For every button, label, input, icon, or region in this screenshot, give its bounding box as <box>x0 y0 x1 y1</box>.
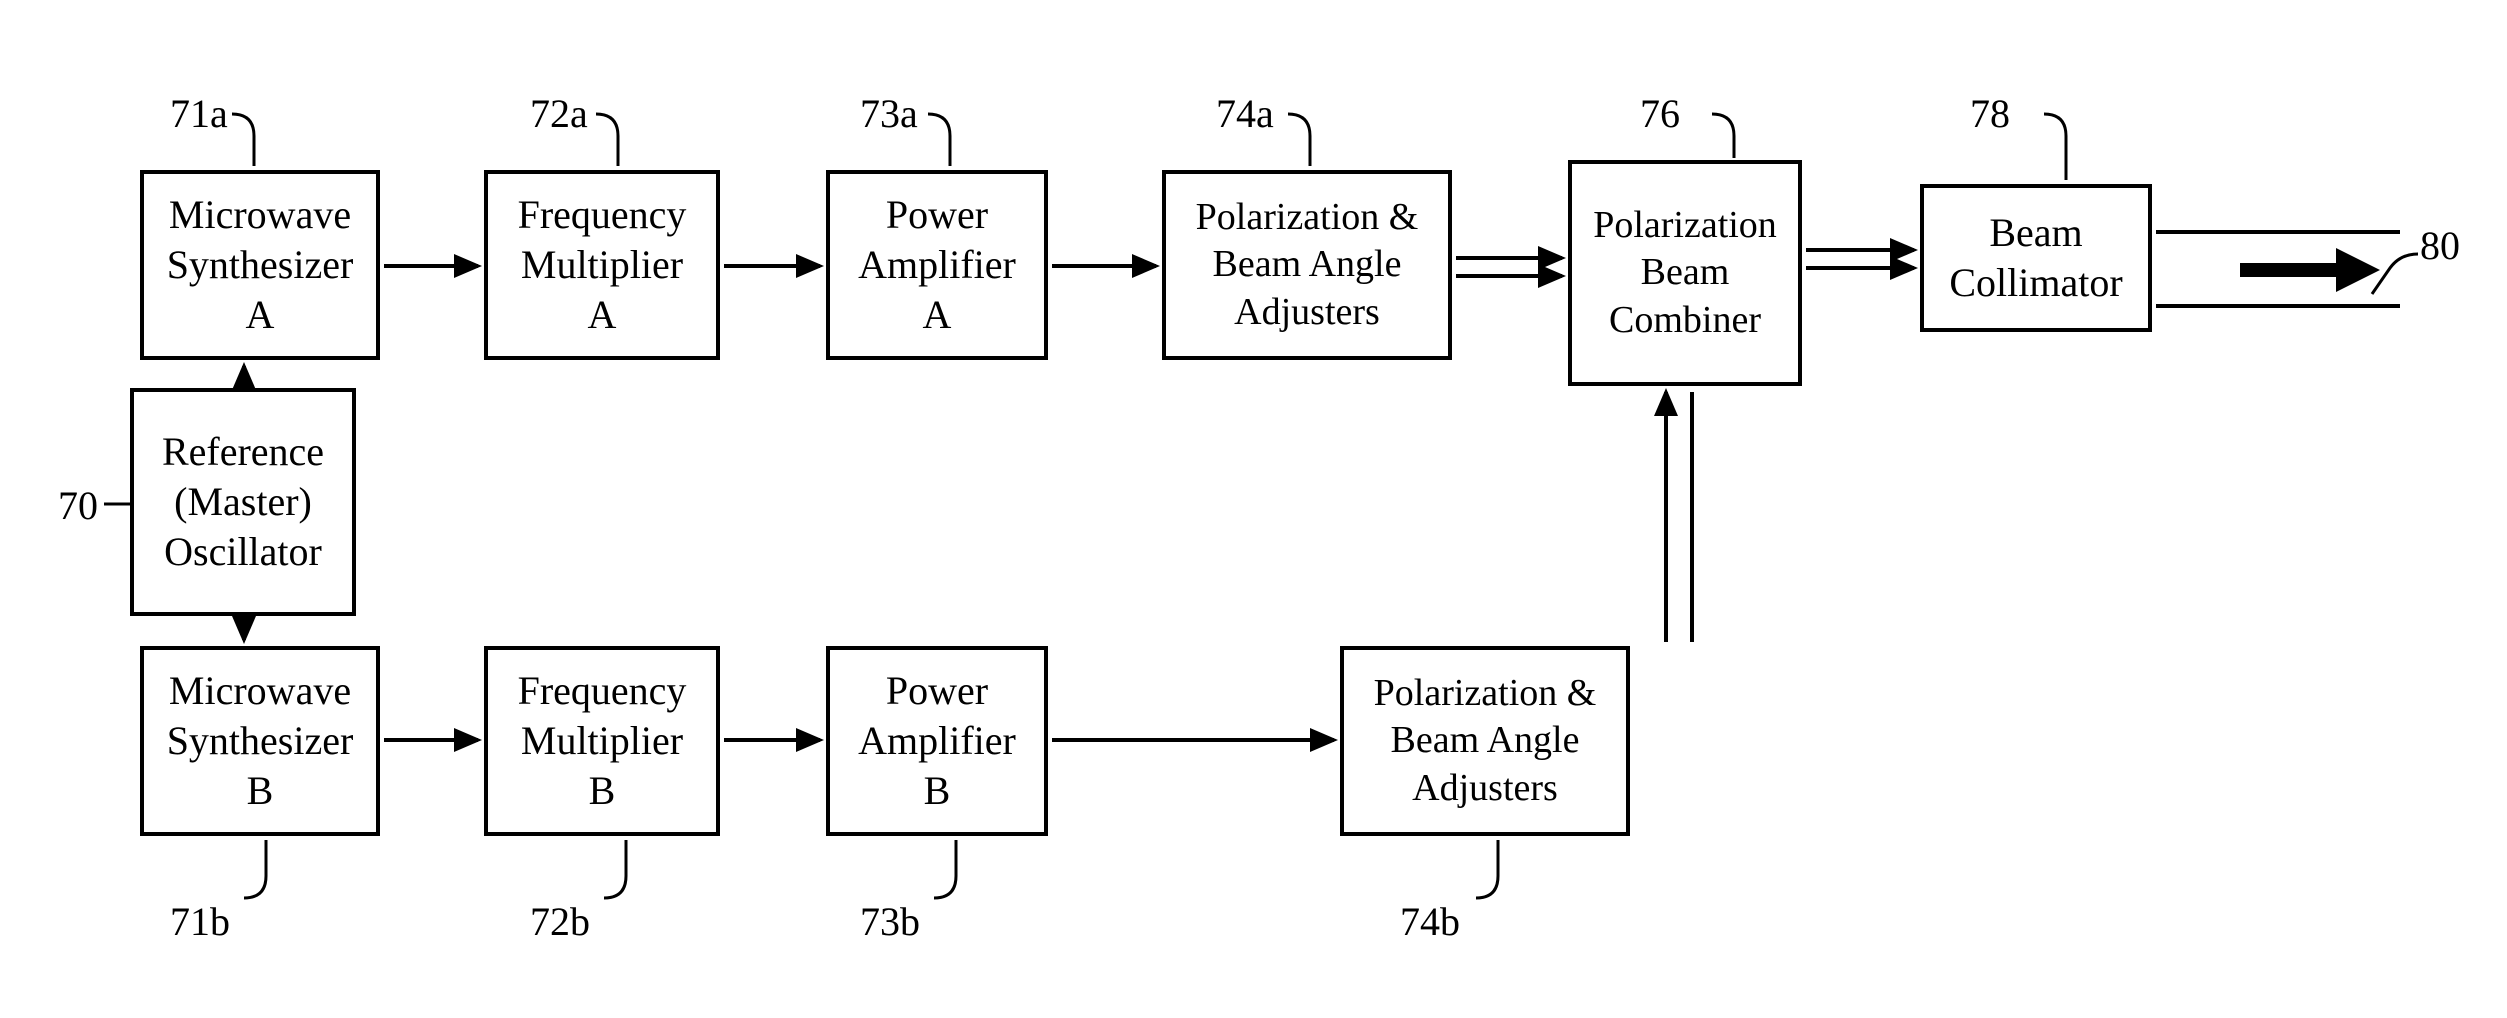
block-label: MicrowaveSynthesizerB <box>167 666 354 816</box>
ref-label-74a: 74a <box>1216 90 1274 137</box>
ref-label-71a: 71a <box>170 90 228 137</box>
block-polarization-b: Polarization &Beam AngleAdjusters <box>1340 646 1630 836</box>
block-amplifier-b: PowerAmplifierB <box>826 646 1048 836</box>
block-reference-oscillator: Reference(Master)Oscillator <box>130 388 356 616</box>
block-collimator: BeamCollimator <box>1920 184 2152 332</box>
ref-label-80: 80 <box>2420 222 2460 269</box>
block-multiplier-b: FrequencyMultiplierB <box>484 646 720 836</box>
ref-label-73b: 73b <box>860 898 920 945</box>
output-arrow-icon <box>2240 248 2380 292</box>
ref-label-76: 76 <box>1640 90 1680 137</box>
ref-label-72b: 72b <box>530 898 590 945</box>
block-label: Polarization &Beam AngleAdjusters <box>1374 670 1597 813</box>
ref-label-73a: 73a <box>860 90 918 137</box>
block-synthesizer-a: MicrowaveSynthesizerA <box>140 170 380 360</box>
block-label: Reference(Master)Oscillator <box>162 427 324 577</box>
connectors-svg <box>0 0 2507 1018</box>
block-label: MicrowaveSynthesizerA <box>167 190 354 340</box>
ref-label-72a: 72a <box>530 90 588 137</box>
block-amplifier-a: PowerAmplifierA <box>826 170 1048 360</box>
block-label: PowerAmplifierB <box>858 666 1016 816</box>
block-combiner: PolarizationBeamCombiner <box>1568 160 1802 386</box>
block-synthesizer-b: MicrowaveSynthesizerB <box>140 646 380 836</box>
ref-label-78: 78 <box>1970 90 2010 137</box>
block-label: FrequencyMultiplierB <box>518 666 687 816</box>
ref-label-70: 70 <box>58 482 98 529</box>
ref-label-74b: 74b <box>1400 898 1460 945</box>
block-label: FrequencyMultiplierA <box>518 190 687 340</box>
block-polarization-a: Polarization &Beam AngleAdjusters <box>1162 170 1452 360</box>
ref-label-71b: 71b <box>170 898 230 945</box>
block-multiplier-a: FrequencyMultiplierA <box>484 170 720 360</box>
block-label: PolarizationBeamCombiner <box>1593 202 1777 345</box>
block-label: BeamCollimator <box>1949 208 2122 308</box>
block-label: PowerAmplifierA <box>858 190 1016 340</box>
block-label: Polarization &Beam AngleAdjusters <box>1196 194 1419 337</box>
